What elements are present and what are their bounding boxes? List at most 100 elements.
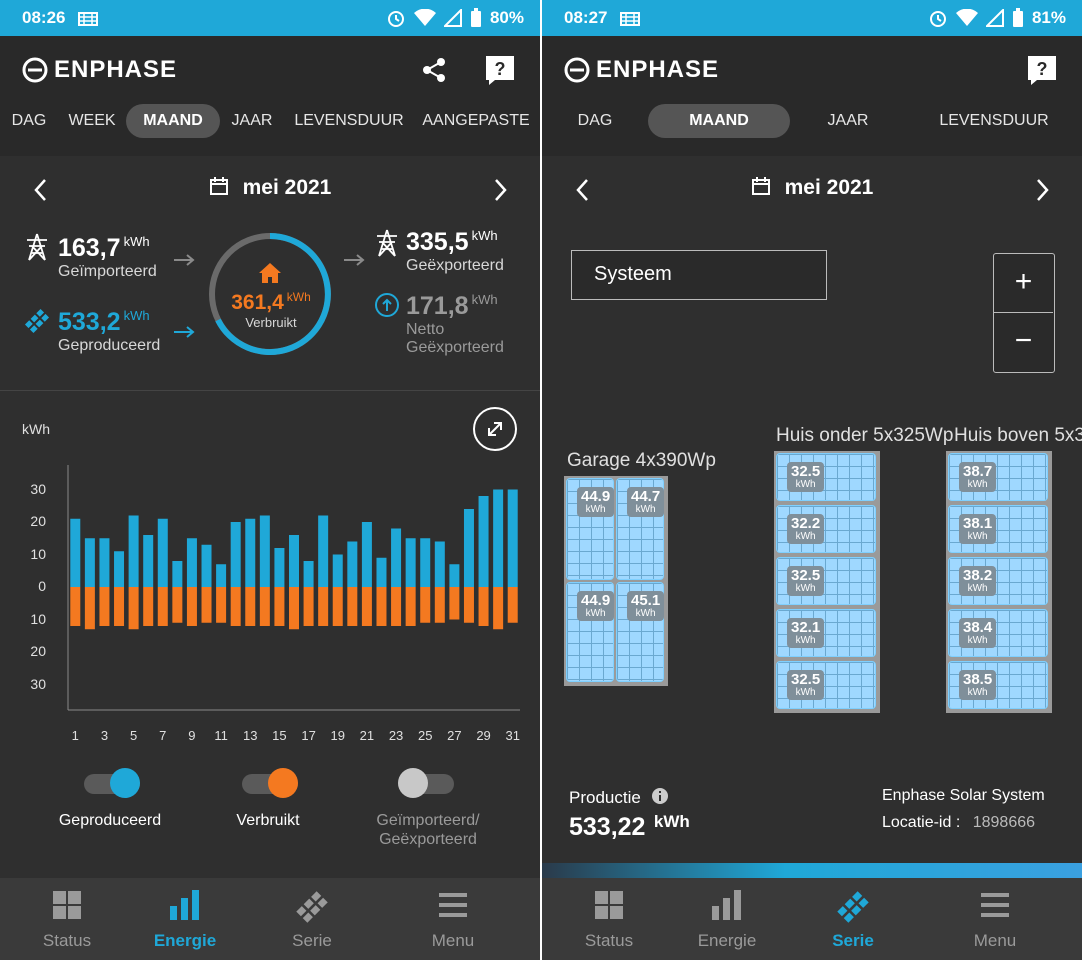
consumed-bar[interactable]	[303, 587, 314, 626]
consumed-bar[interactable]	[332, 587, 343, 626]
consumed-bar[interactable]	[114, 587, 125, 626]
solar-module[interactable]: 45.1 kWh	[616, 582, 665, 682]
produced-bar[interactable]	[493, 489, 504, 588]
calendar-icon[interactable]	[751, 176, 771, 196]
zoom-out-button[interactable]: −	[1014, 324, 1033, 357]
consumed-bar[interactable]	[128, 587, 139, 630]
consumed-bar[interactable]	[70, 587, 81, 626]
produced-bar[interactable]	[332, 554, 343, 588]
solar-module[interactable]: 38.4 kWh	[948, 609, 1048, 657]
consumed-bar[interactable]	[361, 587, 372, 626]
consumed-bar[interactable]	[507, 587, 518, 623]
produced-bar[interactable]	[303, 561, 314, 587]
produced-bar[interactable]	[289, 535, 299, 587]
help-icon[interactable]: ?	[1024, 52, 1060, 88]
consumed-bar[interactable]	[274, 587, 285, 626]
solar-module[interactable]: 44.9 kWh	[566, 478, 615, 580]
consumed-bar[interactable]	[216, 587, 227, 623]
consumed-bar[interactable]	[259, 587, 270, 626]
produced-bar[interactable]	[99, 538, 110, 587]
share-icon[interactable]	[416, 52, 452, 88]
solar-module[interactable]: 38.5 kWh	[948, 661, 1048, 709]
nav-menu[interactable]: Menu	[935, 890, 1055, 951]
solar-module[interactable]: 32.2 kWh	[776, 505, 876, 553]
produced-bar[interactable]	[434, 541, 445, 588]
produced-bar[interactable]	[143, 535, 154, 587]
expand-icon[interactable]	[472, 406, 518, 452]
solar-module[interactable]: 44.7 kWh	[616, 478, 665, 580]
chevron-right-icon[interactable]	[1028, 176, 1056, 204]
consumed-bar[interactable]	[157, 587, 168, 626]
consumed-bar[interactable]	[84, 587, 95, 630]
chevron-left-icon[interactable]	[570, 176, 598, 204]
nav-energie[interactable]: Energie	[125, 890, 245, 951]
consumed-bar[interactable]	[434, 587, 445, 623]
tab-levensduur[interactable]: LEVENSDUUR	[939, 112, 1049, 129]
produced-bar[interactable]	[318, 515, 329, 588]
consumed-bar[interactable]	[201, 587, 212, 623]
nav-status[interactable]: Status	[7, 890, 127, 951]
produced-bar[interactable]	[186, 538, 197, 587]
chevron-right-icon[interactable]	[486, 176, 514, 204]
produced-bar[interactable]	[478, 496, 489, 587]
solar-module[interactable]: 44.9 kWh	[566, 582, 615, 682]
consumed-bar[interactable]	[420, 587, 431, 623]
solar-module[interactable]: 32.5 kWh	[776, 661, 876, 709]
produced-bar[interactable]	[216, 564, 227, 587]
produced-bar[interactable]	[405, 538, 416, 587]
consumed-bar[interactable]	[391, 587, 402, 626]
consumed-bar[interactable]	[405, 587, 416, 626]
solar-module[interactable]: 38.7 kWh	[948, 453, 1048, 501]
produced-bar[interactable]	[420, 538, 431, 587]
help-icon[interactable]: ?	[482, 52, 518, 88]
tab-dag[interactable]: DAG	[577, 112, 613, 129]
nav-status[interactable]: Status	[549, 890, 669, 951]
produced-bar[interactable]	[70, 518, 81, 587]
import-export-toggle[interactable]	[398, 768, 454, 798]
consumed-toggle[interactable]	[242, 768, 298, 798]
tab-maand[interactable]: MAAND	[648, 104, 790, 138]
produced-bar[interactable]	[361, 522, 372, 587]
solar-module[interactable]: 32.5 kWh	[776, 453, 876, 501]
consumed-bar[interactable]	[347, 587, 358, 626]
produced-bar[interactable]	[157, 518, 168, 587]
tab-jaar[interactable]: JAAR	[231, 112, 273, 129]
system-dropdown[interactable]: Systeem	[571, 250, 827, 300]
produced-toggle[interactable]	[84, 768, 140, 798]
zoom-in-button[interactable]: +	[994, 254, 1053, 313]
consumed-bar[interactable]	[186, 587, 197, 626]
consumed-bar[interactable]	[493, 587, 504, 630]
nav-energie[interactable]: Energie	[667, 890, 787, 951]
chevron-left-icon[interactable]	[28, 176, 56, 204]
solar-module[interactable]: 38.1 kWh	[948, 505, 1048, 553]
tab-dag[interactable]: DAG	[11, 112, 47, 129]
produced-bar[interactable]	[391, 528, 402, 588]
produced-bar[interactable]	[463, 509, 474, 587]
consumed-bar[interactable]	[289, 587, 299, 630]
tab-week[interactable]: WEEK	[68, 112, 116, 129]
consumed-bar[interactable]	[449, 587, 460, 620]
produced-bar[interactable]	[128, 515, 139, 588]
info-icon[interactable]	[651, 788, 668, 804]
nav-serie[interactable]: Serie	[793, 890, 913, 951]
solar-module[interactable]: 38.2 kWh	[948, 557, 1048, 605]
produced-bar[interactable]	[259, 515, 270, 588]
produced-bar[interactable]	[245, 518, 256, 587]
tab-jaar[interactable]: JAAR	[827, 112, 869, 129]
consumed-bar[interactable]	[230, 587, 241, 626]
solar-module[interactable]: 32.1 kWh	[776, 609, 876, 657]
produced-bar[interactable]	[274, 548, 285, 587]
produced-bar[interactable]	[84, 538, 95, 587]
consumed-bar[interactable]	[143, 587, 154, 626]
tab-maand[interactable]: MAAND	[126, 104, 220, 138]
produced-bar[interactable]	[114, 551, 125, 587]
consumed-bar[interactable]	[245, 587, 256, 626]
consumed-bar[interactable]	[99, 587, 110, 626]
produced-bar[interactable]	[347, 541, 358, 588]
consumed-bar[interactable]	[478, 587, 489, 626]
produced-bar[interactable]	[230, 522, 241, 587]
tab-aangepaste[interactable]: AANGEPASTE	[422, 112, 530, 129]
consumed-bar[interactable]	[318, 587, 329, 626]
nav-menu[interactable]: Menu	[393, 890, 513, 951]
nav-serie[interactable]: Serie	[252, 890, 372, 951]
